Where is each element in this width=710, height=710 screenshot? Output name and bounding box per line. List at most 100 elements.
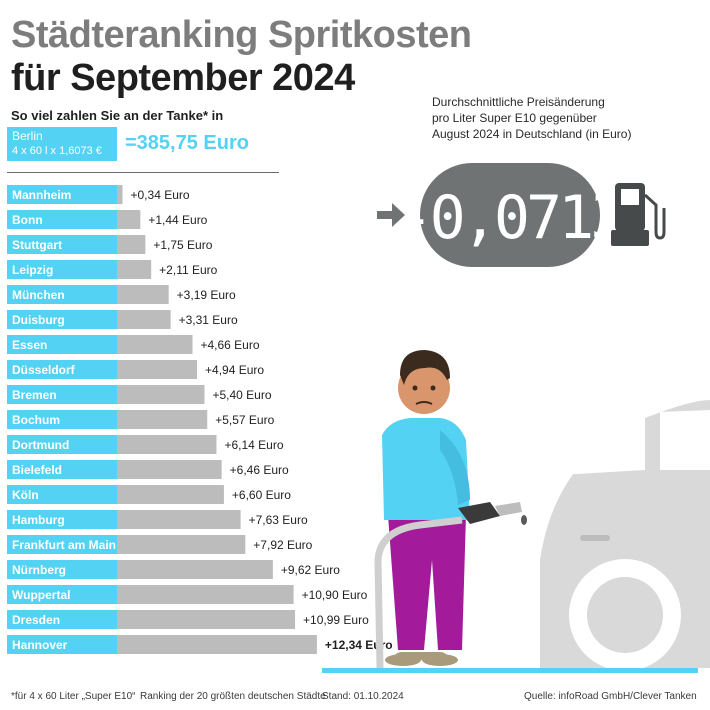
value-label: +7,92 Euro bbox=[253, 538, 312, 552]
city-label-box bbox=[7, 460, 117, 479]
bar bbox=[117, 235, 146, 254]
bar bbox=[117, 585, 294, 604]
description-line: pro Liter Super E10 gegenüber bbox=[432, 111, 597, 125]
city-label-box bbox=[7, 435, 117, 454]
person-illustration bbox=[382, 350, 470, 666]
value-label: +4,66 Euro bbox=[200, 338, 259, 352]
category-label: Wuppertal bbox=[12, 588, 70, 602]
city-label-box bbox=[7, 635, 117, 654]
category-label: Duisburg bbox=[12, 313, 65, 327]
bar bbox=[117, 535, 246, 554]
category-label: München bbox=[12, 288, 65, 302]
ground-line bbox=[322, 668, 698, 673]
subtitle: So viel zahlen Sie an der Tanke* in bbox=[11, 108, 224, 123]
date-note: Stand: 01.10.2024 bbox=[322, 691, 404, 702]
title-line-1: Städteranking Spritkosten bbox=[11, 14, 472, 56]
berlin-name: Berlin bbox=[12, 129, 43, 143]
category-label: Bielefeld bbox=[12, 463, 62, 477]
city-label-box bbox=[7, 410, 117, 429]
berlin-formula: 4 x 60 l x 1,6073 € bbox=[12, 145, 102, 157]
bar bbox=[117, 310, 171, 329]
category-label: Mannheim bbox=[12, 188, 71, 202]
city-label-box bbox=[7, 560, 117, 579]
city-label-box bbox=[7, 260, 117, 279]
title-line-2: für September 2024 bbox=[11, 57, 355, 99]
category-label: Essen bbox=[12, 338, 47, 352]
berlin-total: =385,75 Euro bbox=[125, 132, 249, 154]
footnote: *für 4 x 60 Liter „Super E10“ bbox=[11, 691, 136, 702]
value-label: +5,40 Euro bbox=[212, 388, 271, 402]
city-label-box bbox=[7, 385, 117, 404]
fuel-nozzle-icon bbox=[374, 502, 527, 669]
bar bbox=[117, 285, 169, 304]
city-label-box bbox=[7, 585, 117, 604]
value-label: +0,34 Euro bbox=[131, 188, 190, 202]
value-label: +7,63 Euro bbox=[249, 513, 308, 527]
category-label: Frankfurt am Main bbox=[12, 538, 116, 552]
bar bbox=[117, 485, 224, 504]
category-label: Bochum bbox=[12, 413, 60, 427]
category-label: Leipzig bbox=[12, 263, 53, 277]
bar bbox=[117, 210, 141, 229]
city-label-box bbox=[7, 235, 117, 254]
bar bbox=[117, 335, 193, 354]
value-label: +3,31 Euro bbox=[179, 313, 238, 327]
category-label: Bremen bbox=[12, 388, 57, 402]
ranking-note: Ranking der 20 größten deutschen Städte bbox=[140, 691, 326, 702]
city-label-box bbox=[7, 485, 117, 504]
category-label: Bonn bbox=[12, 213, 43, 227]
value-label: +5,57 Euro bbox=[215, 413, 274, 427]
bar bbox=[117, 410, 208, 429]
city-label-box bbox=[7, 535, 117, 554]
bar bbox=[117, 435, 217, 454]
city-label-box bbox=[7, 285, 117, 304]
bar bbox=[117, 560, 273, 579]
category-label: Nürnberg bbox=[12, 563, 66, 577]
category-label: Hannover bbox=[12, 638, 68, 652]
bar bbox=[117, 460, 222, 479]
bar bbox=[117, 385, 205, 404]
value-label: +6,60 Euro bbox=[232, 488, 291, 502]
divider bbox=[7, 172, 279, 173]
value-label: +10,90 Euro bbox=[302, 588, 368, 602]
value-label: +6,14 Euro bbox=[224, 438, 283, 452]
bar bbox=[117, 185, 123, 204]
bar bbox=[117, 360, 198, 379]
arrow-right-icon bbox=[377, 203, 405, 227]
city-label-box bbox=[7, 335, 117, 354]
value-label: +9,62 Euro bbox=[281, 563, 340, 577]
price-display: -0,0713 bbox=[398, 163, 626, 267]
city-label-box bbox=[7, 210, 117, 229]
source-note: Quelle: infoRoad GmbH/Clever Tanken bbox=[524, 691, 697, 702]
city-label-box bbox=[7, 310, 117, 329]
price-change-value: -0,0713 bbox=[398, 183, 623, 253]
value-label: +1,75 Euro bbox=[153, 238, 212, 252]
value-label: +1,44 Euro bbox=[148, 213, 207, 227]
city-label-box bbox=[7, 360, 117, 379]
category-label: Hamburg bbox=[12, 513, 65, 527]
city-label-box bbox=[7, 610, 117, 629]
category-label: Dortmund bbox=[12, 438, 69, 452]
bar bbox=[117, 510, 241, 529]
value-label: +6,46 Euro bbox=[230, 463, 289, 477]
bar bbox=[117, 635, 317, 654]
description-line: August 2024 in Deutschland (in Euro) bbox=[432, 127, 632, 141]
value-label: +2,11 Euro bbox=[159, 263, 217, 277]
value-label: +10,99 Euro bbox=[303, 613, 369, 627]
category-label: Köln bbox=[12, 488, 39, 502]
bar bbox=[117, 260, 152, 279]
description-line: Durchschnittliche Preisänderung bbox=[432, 95, 605, 109]
city-label-box bbox=[7, 185, 117, 204]
city-label-box bbox=[7, 510, 117, 529]
value-label: +4,94 Euro bbox=[205, 363, 264, 377]
value-label: +3,19 Euro bbox=[177, 288, 236, 302]
price-change-description: Durchschnittliche Preisänderung pro Lite… bbox=[432, 94, 662, 142]
category-label: Stuttgart bbox=[12, 238, 62, 252]
category-label: Dresden bbox=[12, 613, 60, 627]
value-label: +12,34 Euro bbox=[325, 638, 393, 652]
bar bbox=[117, 610, 296, 629]
berlin-box: Berlin 4 x 60 l x 1,6073 € bbox=[7, 127, 117, 161]
fuel-pump-icon bbox=[611, 183, 666, 246]
